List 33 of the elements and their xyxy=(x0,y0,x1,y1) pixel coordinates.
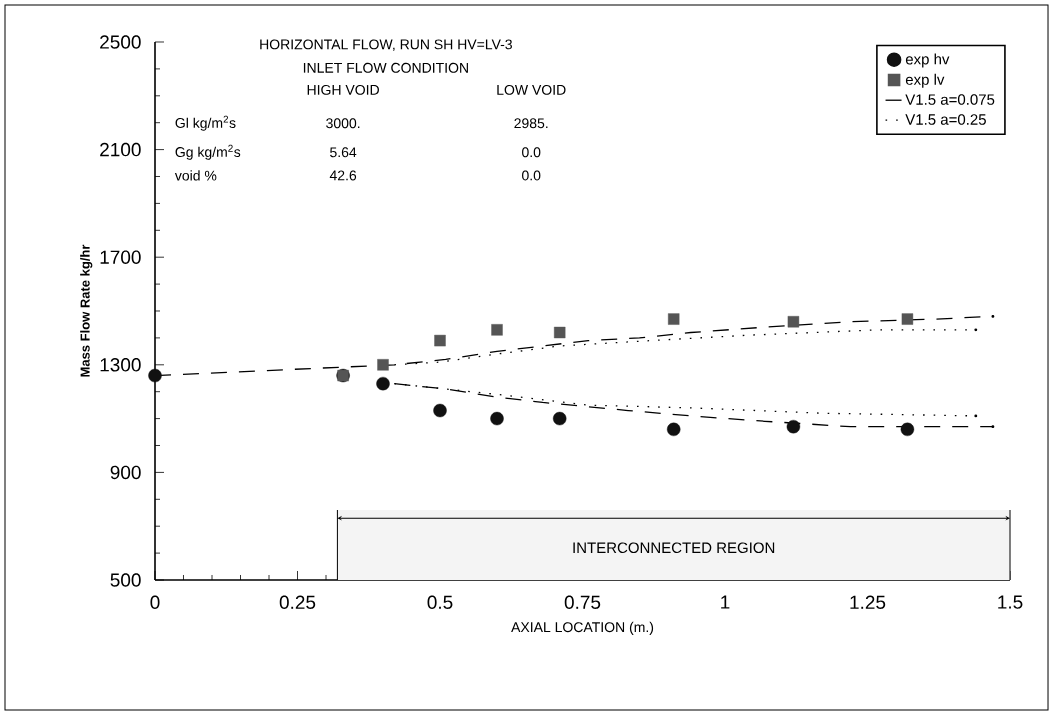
annotation: 0.0 xyxy=(522,147,541,158)
annotation: 0.0 xyxy=(522,170,541,181)
y-tick-label: 2500 xyxy=(100,35,141,49)
legend-label: exp lv xyxy=(905,73,945,88)
x-tick-label: 0.25 xyxy=(279,595,316,609)
y-tick-label: 500 xyxy=(110,573,141,587)
x-tick-label: 0.5 xyxy=(427,595,453,609)
x-tick-label: 1 xyxy=(721,595,730,609)
x-tick-label: 0.75 xyxy=(564,595,601,609)
x-tick-label: 1.25 xyxy=(850,595,886,609)
y-axis-title: Mass Flow Rate kg/hr xyxy=(80,244,93,377)
annotation: HIGH VOID xyxy=(307,84,379,95)
legend-label: V1.5 a=0.25 xyxy=(905,114,986,125)
y-tick-label: 1300 xyxy=(100,358,141,372)
x-tick-label: 0 xyxy=(150,595,160,609)
annotation: 42.6 xyxy=(329,170,357,181)
annotation: void % xyxy=(174,170,217,181)
annotation: 2985. xyxy=(514,118,548,129)
annotation: 3000. xyxy=(326,118,360,129)
legend-label: exp hv xyxy=(905,53,950,68)
y-tick-label: 900 xyxy=(110,465,141,480)
annotation: Gg kg/m$^{2}$s xyxy=(175,144,241,160)
y-tick-label: 1700 xyxy=(100,250,141,264)
annotation: 5.64 xyxy=(330,147,357,158)
y-tick-label: 2100 xyxy=(100,142,141,157)
legend-label: V1.5 a=0.075 xyxy=(905,94,995,105)
annotation: LOW VOID xyxy=(497,84,566,95)
band-label: INTERCONNECTED REGION xyxy=(573,542,775,554)
x-tick-label: 1.5 xyxy=(998,595,1023,609)
x-axis-title: AXIAL LOCATION (m.) xyxy=(511,621,654,635)
chart-title: HORIZONTAL FLOW, RUN SH HV=LV-3 xyxy=(260,39,512,51)
annotation: Gl kg/m$^{2}$s xyxy=(175,115,236,131)
text: INLET FLOW CONDITION xyxy=(303,62,468,73)
